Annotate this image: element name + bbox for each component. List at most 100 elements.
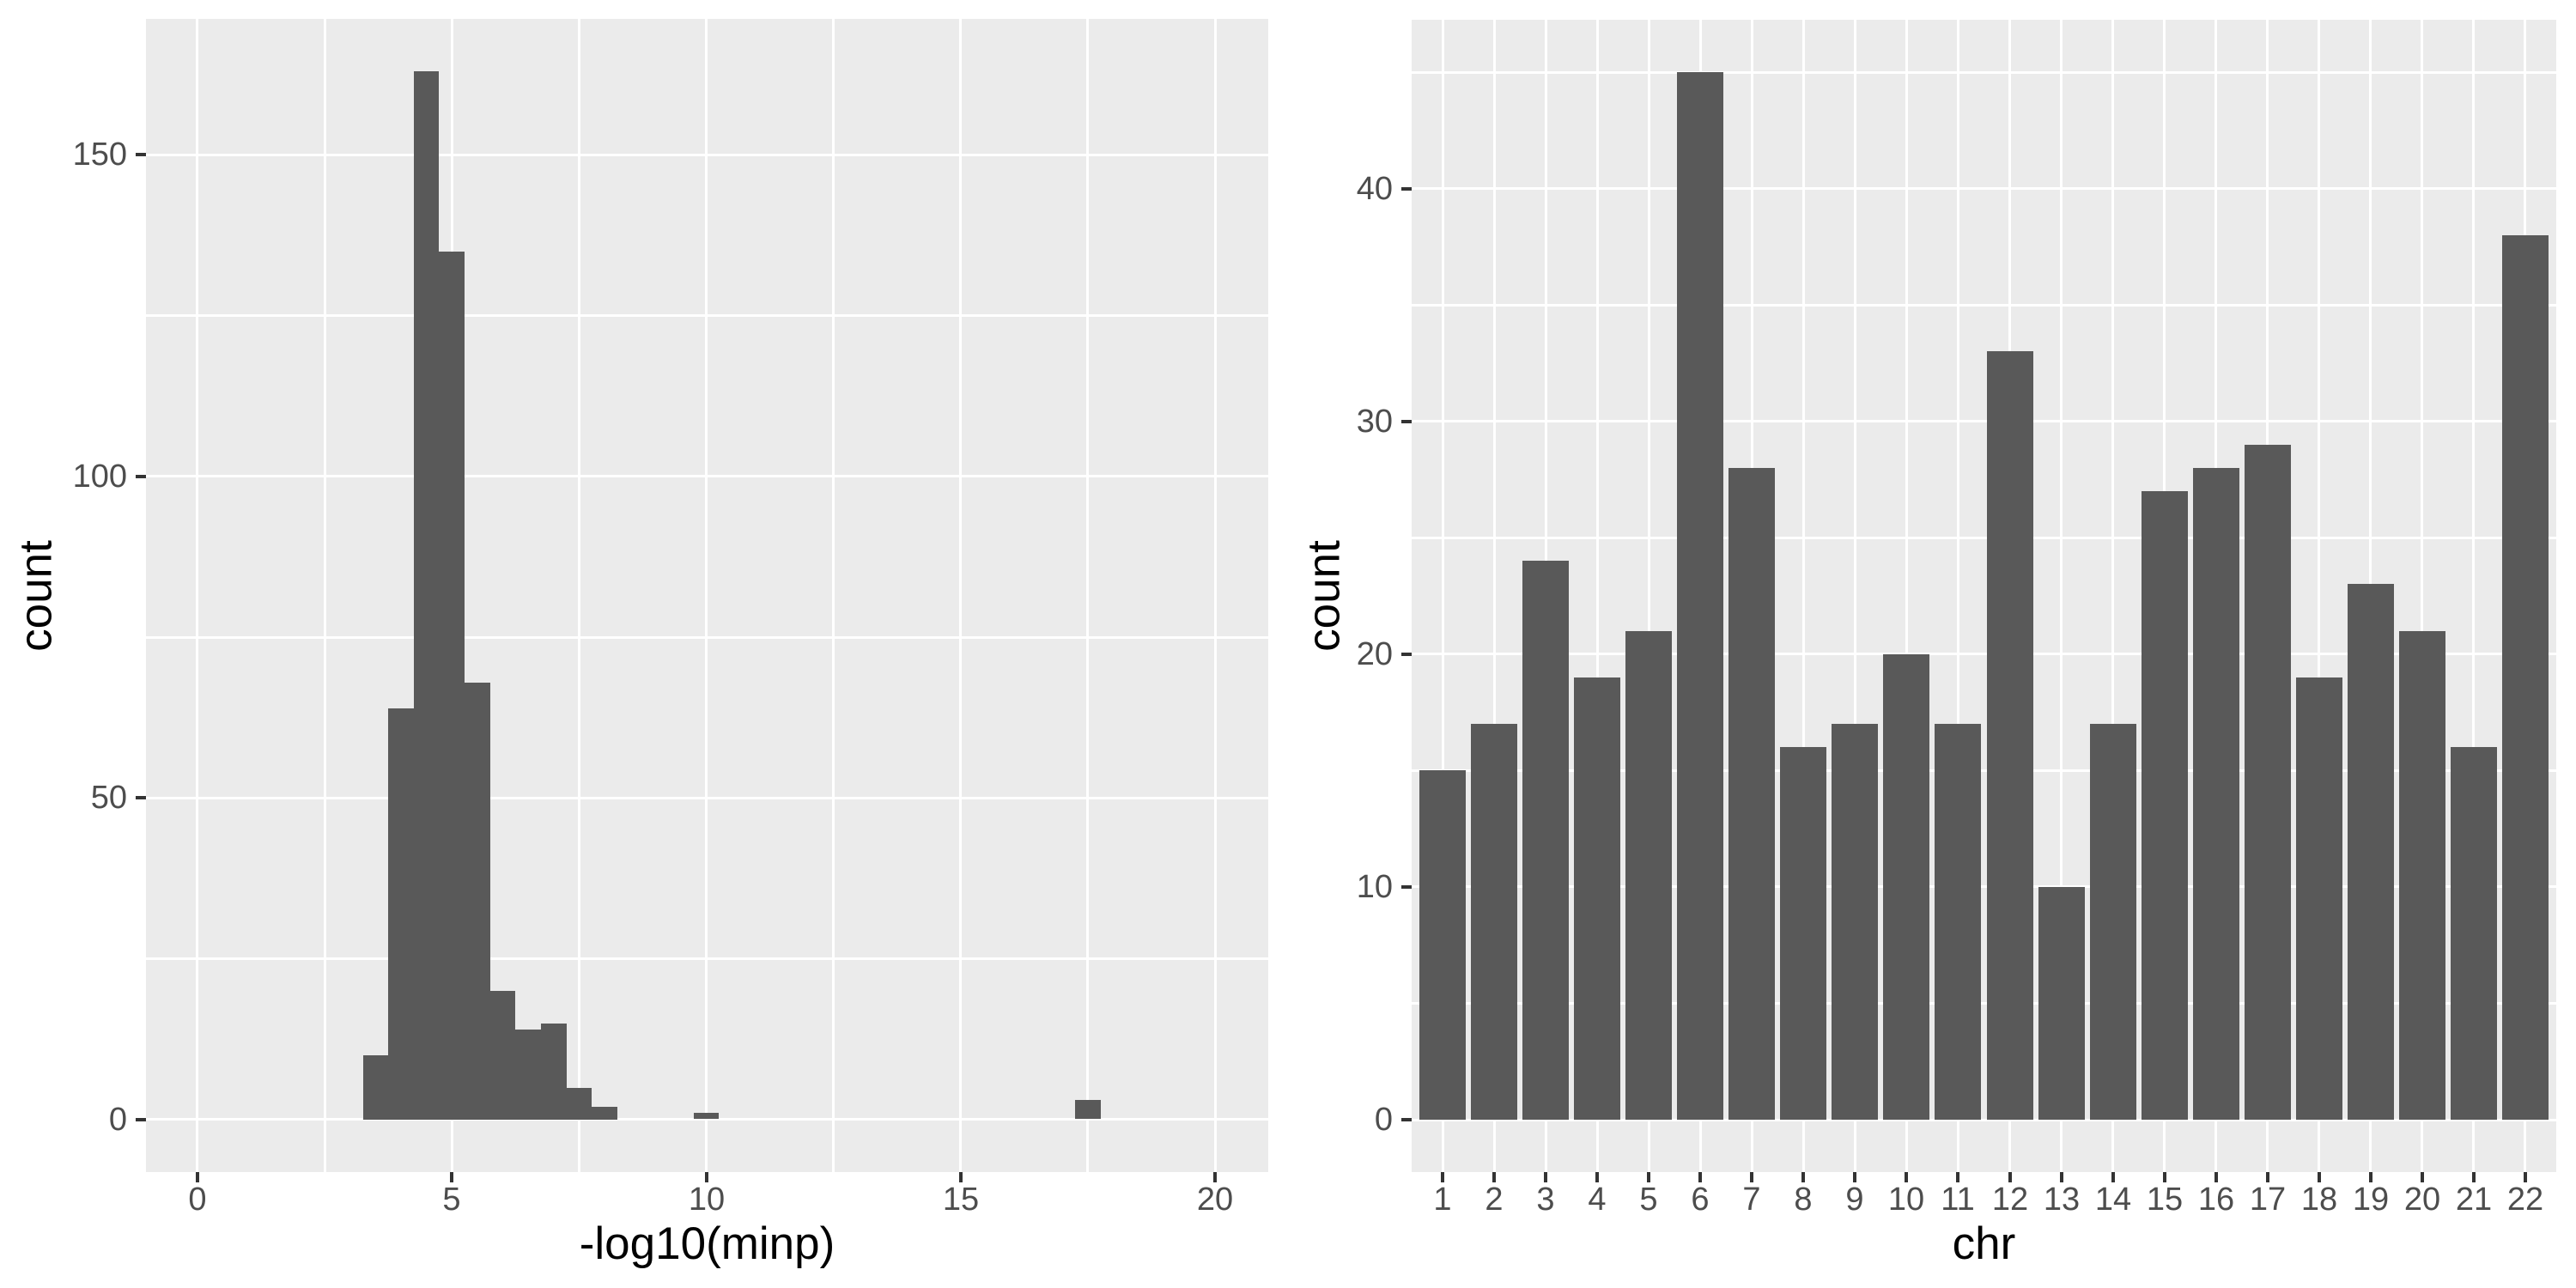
x-tick-mark	[1698, 1172, 1702, 1182]
y-tick-label: 30	[1356, 404, 1393, 440]
bar-chr-17	[2245, 445, 2291, 1120]
histogram-bin	[490, 991, 515, 1120]
x-tick-label: 7	[1742, 1182, 1761, 1218]
x-tick-mark	[959, 1172, 963, 1182]
bar-chr-19	[2348, 584, 2394, 1120]
y-tick-mark	[1401, 420, 1412, 423]
h-gridline	[1412, 1119, 2556, 1121]
h-gridline	[1412, 653, 2556, 655]
x-tick-label: 19	[2352, 1182, 2390, 1218]
v-gridline	[1957, 20, 1959, 1172]
v-gridline	[832, 19, 835, 1172]
x-tick-label: 15	[942, 1182, 980, 1218]
bar-chart-panel	[1412, 20, 2556, 1172]
y-tick-mark	[136, 153, 146, 156]
x-tick-label: 10	[1887, 1182, 1925, 1218]
y-tick-mark	[1401, 187, 1412, 191]
bar-chr-1	[1419, 770, 1466, 1120]
x-tick-label: 0	[188, 1182, 207, 1218]
h-gridline	[1412, 420, 2556, 422]
histogram-bin	[592, 1107, 617, 1120]
histogram-bin	[388, 708, 414, 1120]
bar-chr-13	[2038, 887, 2085, 1120]
x-tick-mark	[450, 1172, 453, 1182]
bar-chart-y-axis-title: count	[1298, 540, 1350, 652]
bar-chr-3	[1522, 561, 1569, 1120]
y-tick-label: 150	[72, 137, 127, 173]
x-tick-label: 4	[1588, 1182, 1607, 1218]
v-gridline	[1854, 20, 1856, 1172]
x-tick-label: 6	[1691, 1182, 1710, 1218]
bar-chr-14	[2090, 724, 2136, 1120]
bar-chr-9	[1832, 724, 1878, 1120]
x-tick-mark	[705, 1172, 708, 1182]
v-gridline	[1596, 20, 1599, 1172]
x-tick-mark	[1905, 1172, 1908, 1182]
x-tick-mark	[1750, 1172, 1753, 1182]
v-gridline	[2318, 20, 2320, 1172]
histogram-bin	[541, 1024, 567, 1120]
h-gridline	[1412, 1002, 2556, 1005]
x-tick-label: 16	[2197, 1182, 2235, 1218]
v-gridline	[1802, 20, 1805, 1172]
y-tick-mark	[1401, 653, 1412, 656]
bar-chr-10	[1883, 654, 1929, 1120]
x-tick-mark	[1853, 1172, 1856, 1182]
v-gridline	[578, 19, 580, 1172]
histogram-bin	[439, 252, 465, 1120]
x-tick-mark	[2111, 1172, 2115, 1182]
x-tick-label: 5	[1639, 1182, 1658, 1218]
x-tick-label: 8	[1794, 1182, 1813, 1218]
histogram-bin	[1075, 1100, 1101, 1119]
x-tick-label: 12	[1991, 1182, 2029, 1218]
v-gridline	[705, 19, 708, 1172]
v-gridline	[1214, 19, 1217, 1172]
x-tick-mark	[2369, 1172, 2372, 1182]
v-gridline	[2111, 20, 2114, 1172]
x-tick-mark	[1213, 1172, 1217, 1182]
y-tick-mark	[136, 475, 146, 478]
bar-chart-x-axis-title: chr	[1952, 1218, 2016, 1269]
v-gridline	[1905, 20, 1908, 1172]
x-tick-label: 15	[2146, 1182, 2184, 1218]
x-tick-label: 11	[1941, 1182, 1975, 1218]
histogram-bin	[567, 1088, 592, 1120]
y-tick-label: 50	[90, 780, 127, 816]
y-tick-mark	[136, 796, 146, 799]
y-tick-mark	[136, 1118, 146, 1121]
v-gridline	[1493, 20, 1496, 1172]
bar-chr-15	[2142, 491, 2188, 1120]
x-tick-mark	[1956, 1172, 1959, 1182]
bar-chr-5	[1625, 631, 1672, 1120]
y-tick-mark	[1401, 1118, 1412, 1121]
v-gridline	[2060, 20, 2063, 1172]
x-tick-mark	[2524, 1172, 2527, 1182]
x-tick-label: 21	[2455, 1182, 2493, 1218]
x-tick-mark	[1492, 1172, 1496, 1182]
v-gridline	[2472, 20, 2475, 1172]
histogram-bin	[694, 1113, 719, 1119]
bar-chr-11	[1935, 724, 1981, 1120]
h-gridline	[1412, 885, 2556, 888]
histogram-bin	[363, 1055, 388, 1120]
y-tick-label: 0	[108, 1102, 127, 1138]
x-tick-label: 20	[1196, 1182, 1234, 1218]
v-gridline	[2421, 20, 2423, 1172]
bar-chr-12	[1987, 351, 2033, 1120]
v-gridline	[1648, 20, 1650, 1172]
bar-chr-18	[2296, 677, 2342, 1120]
x-tick-label: 13	[2043, 1182, 2081, 1218]
x-tick-label: 9	[1845, 1182, 1864, 1218]
histogram-bin	[414, 71, 439, 1120]
x-tick-mark	[2472, 1172, 2476, 1182]
y-tick-label: 10	[1356, 869, 1393, 905]
x-tick-mark	[2008, 1172, 2012, 1182]
x-tick-label: 20	[2403, 1182, 2441, 1218]
histogram-panel	[146, 19, 1268, 1172]
v-gridline	[196, 19, 198, 1172]
y-tick-label: 20	[1356, 636, 1393, 672]
v-gridline	[324, 19, 326, 1172]
h-gridline	[1412, 71, 2556, 74]
x-tick-mark	[2421, 1172, 2424, 1182]
